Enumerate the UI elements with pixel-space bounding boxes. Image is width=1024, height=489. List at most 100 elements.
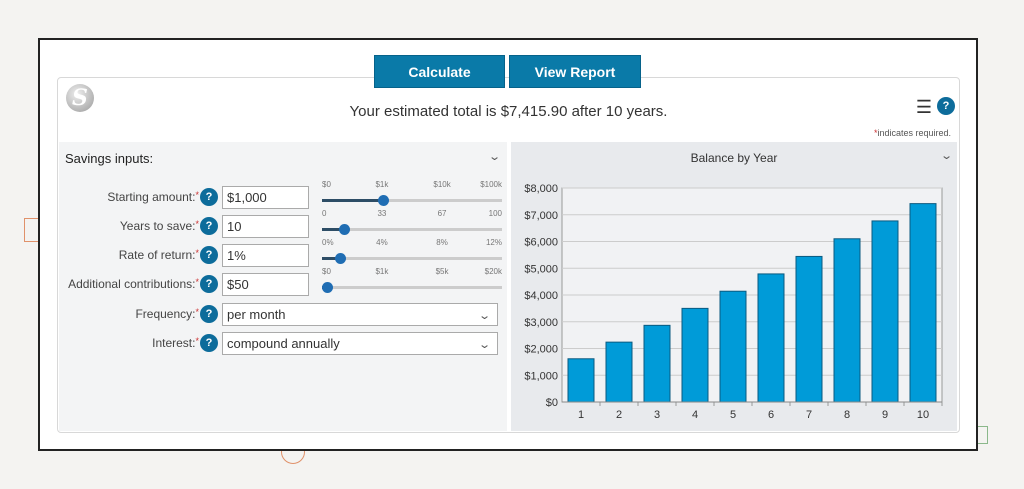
required-mark: * — [195, 219, 199, 229]
bar — [833, 238, 861, 403]
slider-tick-label: $1k — [375, 180, 389, 189]
interest-select[interactable]: compound annually ⌄ — [222, 332, 498, 355]
bar — [681, 307, 709, 403]
bar — [795, 255, 823, 403]
slider-fill — [322, 228, 344, 231]
field-label: Starting amount:* — [107, 190, 199, 204]
help-icon[interactable]: ? — [200, 246, 218, 264]
y-tick-label: $0 — [546, 397, 558, 409]
bar — [909, 203, 937, 403]
chart-title: Balance by Year — [690, 151, 778, 165]
required-mark: * — [195, 336, 199, 346]
field-input[interactable]: 10 — [222, 215, 309, 238]
slider-tick-label: $0 — [322, 180, 331, 189]
required-mark: * — [873, 128, 878, 138]
savings-inputs-title: Savings inputs: — [65, 151, 154, 166]
x-tick-label: 5 — [730, 409, 736, 421]
slider-tick-label: 4% — [376, 238, 388, 247]
slider-handle[interactable] — [322, 282, 334, 293]
y-tick-label: $5,000 — [524, 263, 558, 275]
y-tick-label: $4,000 — [524, 290, 558, 302]
chevron-down-icon[interactable]: ⌄ — [487, 151, 501, 163]
input-row: Starting amount:* ? $1,000 $0 $1k $10k $100… — [59, 180, 507, 210]
decorative-square — [976, 426, 988, 444]
view-report-button[interactable]: View Report — [509, 55, 641, 88]
bar — [757, 273, 785, 403]
slider-track[interactable] — [322, 199, 502, 202]
help-icon[interactable]: ? — [200, 275, 218, 293]
chevron-down-icon: ⌄ — [477, 310, 491, 322]
label-text: Years to save: — [119, 219, 196, 233]
slider-handle[interactable] — [378, 195, 390, 206]
slider-tick-label: $5k — [435, 267, 449, 276]
y-tick-label: $1,000 — [524, 370, 558, 382]
slider-handle[interactable] — [338, 224, 350, 235]
field-input[interactable]: $1,000 — [222, 186, 309, 209]
calculate-button[interactable]: Calculate — [374, 55, 505, 88]
label-text: Interest: — [152, 336, 196, 350]
x-tick-label: 9 — [882, 409, 888, 421]
field-slider[interactable]: 0% 4% 8% 12% — [322, 238, 502, 266]
slider-tick-label: $20k — [484, 267, 502, 276]
interest-label: Interest:* — [152, 336, 199, 350]
slider-tick-label: 67 — [437, 209, 447, 218]
x-tick-label: 6 — [768, 409, 774, 421]
interest-value: compound annually — [227, 336, 340, 351]
input-row: Rate of return:* ? 1% 0% 4% 8% 12% — [59, 238, 507, 268]
x-tick-label: 3 — [654, 409, 660, 421]
bar — [871, 220, 899, 403]
x-tick-label: 1 — [578, 409, 584, 421]
balance-bar-chart: $0 $1,000 $2,000 $3,000 $4,000 $5,000 $6,000 $7… — [524, 183, 943, 421]
hamburger-menu-icon[interactable]: ☰ — [915, 97, 932, 117]
decorative-square — [24, 218, 40, 242]
calculator-frame: Calculate View Report S Your estimated t… — [38, 38, 978, 451]
y-tick-label: $6,000 — [524, 237, 558, 249]
slider-fill — [322, 257, 340, 260]
slider-tick-label: $1k — [375, 267, 389, 276]
help-icon[interactable]: ? — [200, 217, 218, 235]
slider-track[interactable] — [322, 257, 502, 260]
slider-tick-label: 8% — [436, 238, 448, 247]
required-mark: * — [195, 277, 199, 287]
chevron-down-icon[interactable]: ⌄ — [939, 150, 953, 162]
field-input[interactable]: $50 — [222, 273, 309, 296]
help-icon[interactable]: ? — [200, 188, 218, 206]
y-tick-label: $7,000 — [524, 210, 558, 222]
x-tick-label: 7 — [806, 409, 812, 421]
help-icon[interactable]: ? — [200, 305, 218, 323]
input-row: Additional contributions:* ? $50 $0 $1k $5… — [59, 267, 507, 297]
bar — [567, 358, 595, 403]
slider-tick-label: $100k — [480, 180, 502, 189]
help-icon[interactable]: ? — [937, 97, 955, 115]
field-slider[interactable]: $0 $1k $10k $100k — [322, 180, 502, 208]
bar — [719, 290, 747, 403]
required-mark: * — [195, 248, 199, 258]
savings-inputs-panel: Savings inputs: ⌄ Starting amount:* ? $1… — [59, 142, 507, 431]
field-label: Years to save:* — [120, 219, 199, 233]
field-slider[interactable]: 0 33 67 100 — [322, 209, 502, 237]
label-text: Additional contributions: — [68, 277, 196, 291]
bar — [605, 341, 633, 403]
field-input[interactable]: 1% — [222, 244, 309, 267]
slider-fill — [322, 199, 384, 202]
slider-tick-label: $0 — [322, 267, 331, 276]
field-slider[interactable]: $0 $1k $5k $20k — [322, 267, 502, 295]
y-tick-label: $8,000 — [524, 183, 558, 195]
label-text: Rate of return: — [118, 248, 196, 262]
slider-track[interactable] — [322, 228, 502, 231]
calculator-card: S Your estimated total is $7,415.90 afte… — [57, 77, 960, 433]
chevron-down-icon: ⌄ — [477, 339, 491, 351]
y-tick-label: $2,000 — [524, 344, 558, 356]
frequency-select[interactable]: per month ⌄ — [222, 303, 498, 326]
slider-handle[interactable] — [335, 253, 346, 264]
slider-tick-label: $10k — [433, 180, 451, 189]
help-icon[interactable]: ? — [200, 334, 218, 352]
required-mark: * — [195, 190, 199, 200]
estimated-total-summary: Your estimated total is $7,415.90 after … — [349, 103, 668, 120]
slider-track[interactable] — [322, 286, 502, 289]
slider-tick-label: 100 — [488, 209, 502, 218]
slider-ticks: 0% 4% 8% 12% — [322, 238, 502, 250]
slider-ticks: $0 $1k $10k $100k — [322, 180, 502, 192]
required-note: *indicates required. — [874, 128, 951, 138]
slider-tick-label: 0% — [322, 238, 334, 247]
